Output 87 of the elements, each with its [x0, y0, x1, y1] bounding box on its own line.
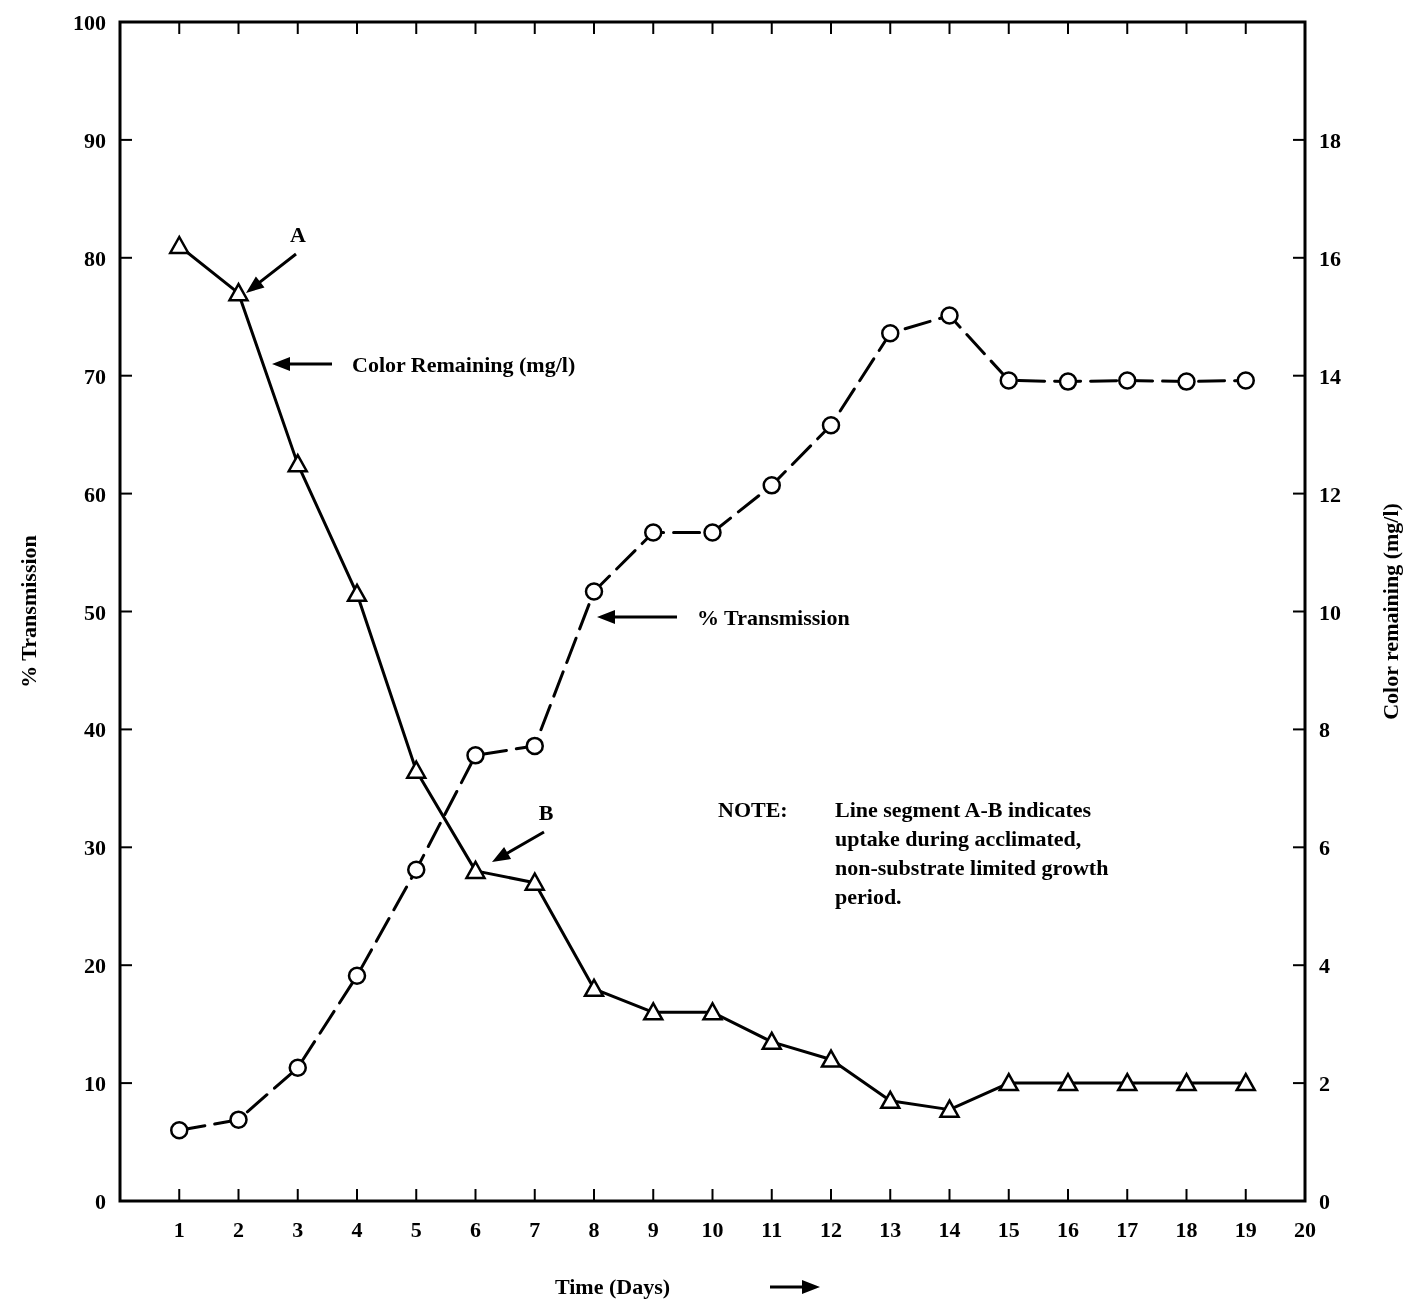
y2-tick-label: 10	[1319, 599, 1341, 625]
x-tick-label: 14	[938, 1217, 961, 1242]
point	[1177, 372, 1196, 391]
y2-tick-label: 4	[1319, 953, 1330, 979]
y2-tick-label: 12	[1319, 481, 1341, 507]
x-tick-label: 6	[470, 1217, 481, 1242]
x-tick-label: 10	[701, 1217, 724, 1242]
point	[940, 306, 959, 325]
point	[998, 1072, 1019, 1092]
point	[1058, 372, 1078, 391]
point	[584, 582, 604, 601]
x-tick-label: 4	[351, 1217, 363, 1242]
point	[169, 235, 190, 255]
y2-tick-label: 16	[1319, 245, 1341, 271]
y-tick-label: 20	[84, 953, 106, 979]
point	[702, 1002, 723, 1021]
point	[346, 583, 368, 603]
annotation: B	[538, 800, 554, 825]
point	[287, 453, 308, 473]
point	[1118, 371, 1137, 390]
point	[583, 978, 605, 998]
point	[525, 736, 544, 756]
x-tick-label: 16	[1057, 1217, 1079, 1242]
point	[229, 1110, 248, 1129]
y-axis-title: % Transmission	[16, 535, 41, 688]
y-tick-label: 0	[95, 1189, 106, 1214]
y-tick-label: 10	[84, 1071, 106, 1097]
point	[406, 760, 427, 779]
x-tick-label: 9	[647, 1217, 659, 1242]
point	[347, 966, 367, 986]
point	[999, 371, 1018, 390]
annotation: Color Remaining (mg/l)	[352, 352, 576, 377]
y-tick-label: 100	[73, 10, 106, 35]
x-tick-label: 12	[820, 1217, 842, 1242]
x-tick-label: 7	[529, 1217, 541, 1242]
point	[170, 1121, 189, 1140]
point	[643, 1002, 664, 1021]
point	[1235, 1072, 1256, 1092]
annotation: A	[290, 222, 307, 247]
x-tick-label: 20	[1294, 1217, 1316, 1242]
point	[407, 860, 426, 879]
y2-tick-label: 2	[1319, 1071, 1330, 1097]
y-tick-label: 90	[84, 127, 106, 153]
x-tick-label: 3	[292, 1217, 304, 1242]
point	[1176, 1072, 1197, 1092]
x-tick-label: 19	[1234, 1217, 1257, 1242]
point	[644, 523, 663, 542]
point	[821, 415, 841, 435]
text: NOTE: Line segment A-B indicates uptake during acclimated, non-substrate limited growth period.	[718, 797, 1109, 909]
x-axis-title: Time (Days)	[554, 1274, 671, 1299]
y-tick-label: 60	[84, 481, 106, 507]
y-tick-label: 30	[84, 835, 106, 861]
point	[465, 860, 486, 880]
y-tick-label: 80	[84, 245, 106, 271]
y2-tick-label: 8	[1319, 717, 1330, 743]
x-tick-label: 8	[588, 1217, 600, 1242]
point	[820, 1049, 842, 1068]
point	[524, 872, 545, 891]
point	[761, 1031, 782, 1051]
y2-tick-label: 6	[1319, 835, 1330, 861]
point	[1057, 1072, 1079, 1092]
x-tick-label: 15	[997, 1217, 1020, 1242]
x-tick-label: 18	[1175, 1217, 1198, 1242]
x-tick-label: 11	[761, 1217, 783, 1242]
y2-axis-title: Color remaining (mg/l)	[1378, 503, 1403, 720]
y2-tick-label: 0	[1319, 1189, 1330, 1214]
point	[939, 1099, 960, 1118]
annotation: % Transmission	[697, 605, 850, 630]
x-tick-label: 1	[173, 1217, 185, 1242]
point	[466, 746, 485, 765]
y-tick-label: 70	[84, 363, 106, 389]
point	[228, 282, 249, 302]
point	[288, 1058, 307, 1078]
x-tick-label: 2	[233, 1217, 244, 1242]
point	[1117, 1072, 1138, 1092]
point	[1236, 371, 1255, 390]
point	[703, 523, 722, 542]
point	[762, 476, 781, 495]
y2-tick-label: 18	[1319, 127, 1341, 153]
point	[880, 1090, 901, 1110]
point	[881, 324, 900, 343]
y-tick-label: 40	[84, 717, 106, 743]
y-tick-label: 50	[84, 599, 106, 625]
x-tick-label: 5	[410, 1217, 422, 1242]
x-tick-label: 13	[879, 1217, 902, 1242]
x-tick-label: 17	[1116, 1217, 1139, 1242]
y2-tick-label: 14	[1319, 363, 1341, 389]
